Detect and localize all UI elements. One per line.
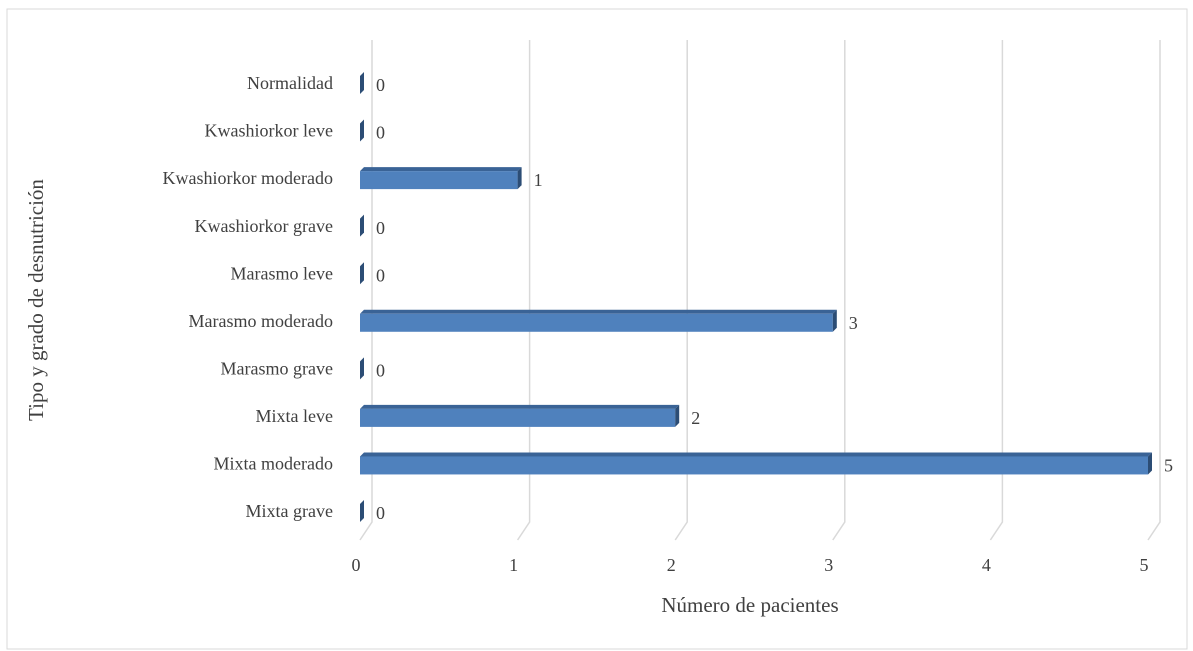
y-tick-label: Mixta grave: [246, 501, 333, 521]
y-axis-title: Tipo y grado de desnutrición: [24, 179, 48, 421]
data-label: 3: [849, 313, 858, 333]
bar: [360, 404, 680, 427]
bar: [360, 72, 364, 94]
y-tick-label: Normalidad: [247, 73, 333, 93]
bar: [360, 309, 837, 332]
x-tick-label: 1: [509, 555, 518, 575]
y-tick-label: Marasmo leve: [231, 263, 333, 283]
grid-line: [989, 40, 1004, 541]
data-label: 2: [691, 408, 700, 428]
data-label: 0: [376, 218, 385, 238]
data-label: 1: [534, 170, 543, 190]
x-axis-title: Número de pacientes: [661, 593, 838, 617]
grid-line: [1147, 40, 1161, 541]
grid-line: [516, 40, 531, 541]
data-label: 0: [376, 503, 385, 523]
grid-line: [832, 40, 846, 541]
data-label: 0: [376, 123, 385, 143]
y-tick-label: Kwashiorkor grave: [195, 216, 333, 236]
bar: [360, 214, 364, 237]
y-tick-label: Marasmo grave: [221, 358, 333, 378]
bar: [360, 452, 1152, 475]
bar: [360, 357, 364, 380]
data-label: 5: [1164, 456, 1173, 476]
x-tick-label: 2: [667, 555, 676, 575]
bar: [360, 119, 364, 142]
bar: [360, 167, 522, 190]
y-tick-label: Kwashiorkor moderado: [163, 168, 333, 188]
y-tick-label: Kwashiorkor leve: [205, 121, 333, 141]
x-tick-label: 4: [982, 555, 991, 575]
x-tick-label: 5: [1140, 555, 1149, 575]
grid-line: [359, 40, 373, 541]
data-label: 0: [376, 75, 385, 95]
x-tick-label: 3: [824, 555, 833, 575]
x-tick-label: 0: [352, 555, 361, 575]
y-tick-label: Mixta leve: [256, 406, 333, 426]
y-tick-label: Mixta moderado: [214, 454, 333, 474]
bar: [360, 262, 364, 285]
data-label: 0: [376, 360, 385, 380]
grid-line: [674, 40, 688, 541]
bar: [360, 500, 364, 522]
y-tick-label: Marasmo moderado: [189, 311, 333, 331]
data-label: 0: [376, 265, 385, 285]
